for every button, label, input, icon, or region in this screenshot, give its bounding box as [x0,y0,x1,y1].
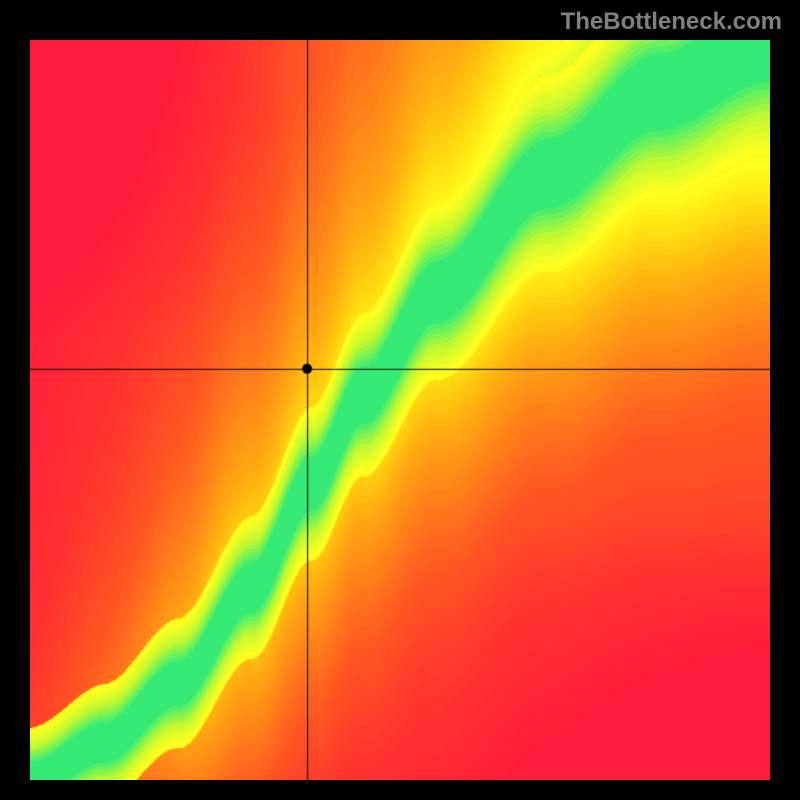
watermark-text: TheBottleneck.com [561,8,782,36]
heatmap-canvas [30,40,770,780]
chart-container: TheBottleneck.com [0,0,800,800]
heatmap-plot [30,40,770,780]
